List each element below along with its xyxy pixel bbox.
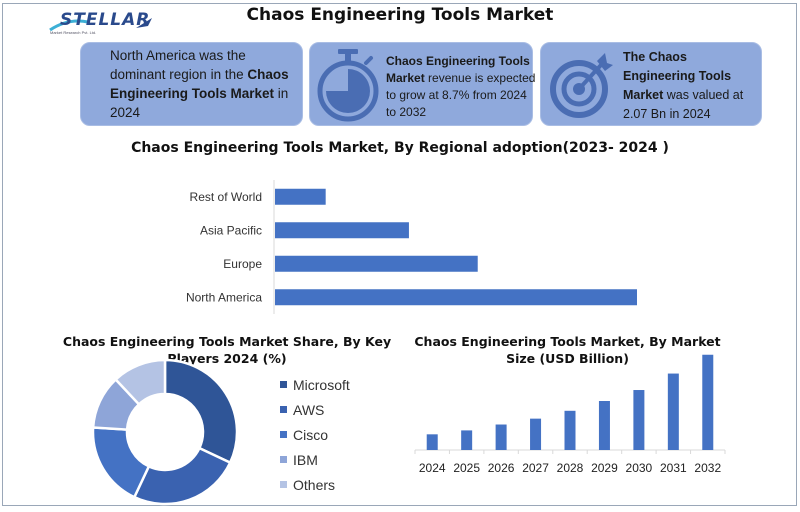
target-icon bbox=[550, 53, 613, 118]
legend-label: Others bbox=[293, 476, 336, 493]
logo-swoosh-icon bbox=[49, 18, 152, 32]
legend-item-cisco: Cisco bbox=[280, 422, 350, 447]
legend-swatch bbox=[280, 431, 287, 438]
legend-label: AWS bbox=[293, 401, 325, 418]
card-text-part: revenue is expected to grow at 8.7% from… bbox=[386, 71, 536, 119]
card-growth-text: Chaos Engineering Tools Market revenue i… bbox=[386, 53, 536, 121]
donut-slice-cisco bbox=[91, 426, 151, 499]
card-text-part: North America was the dominant region in… bbox=[110, 48, 248, 82]
donut-slice-aws bbox=[132, 446, 232, 506]
legend-item-others: Others bbox=[280, 472, 350, 497]
highlight-card-growth: Chaos Engineering Tools Market revenue i… bbox=[309, 42, 536, 126]
legend-swatch bbox=[280, 481, 287, 488]
legend-label: Cisco bbox=[293, 426, 329, 443]
share-donut-chart bbox=[91, 358, 239, 506]
stellar-logo: STELLAR Market Research Pvt. Ltd. bbox=[48, 8, 158, 38]
highlight-card-region: North America was the dominant region in… bbox=[80, 42, 303, 126]
legend-swatch bbox=[280, 456, 287, 463]
card-text-bold: The Chaos Engineering Tools Market bbox=[623, 50, 732, 102]
regional-chart-title: Chaos Engineering Tools Market, By Regio… bbox=[131, 140, 669, 156]
logo-subtext: Market Research Pvt. Ltd. bbox=[50, 30, 97, 35]
legend-label: IBM bbox=[293, 451, 318, 468]
page-title: Chaos Engineering Tools Market bbox=[246, 5, 554, 25]
card-text-bold: Chaos Engineering Tools Market bbox=[110, 67, 289, 101]
size-chart-title: Chaos Engineering Tools Market, By Marke… bbox=[414, 334, 721, 366]
card-text-part: was valued at 2.07 Bn in 2024 bbox=[623, 88, 744, 121]
stopwatch-icon bbox=[317, 49, 379, 122]
legend-label: Microsoft bbox=[293, 376, 350, 393]
legend-item-microsoft: Microsoft bbox=[280, 372, 350, 397]
card-value-text: The Chaos Engineering Tools Market was v… bbox=[623, 48, 758, 124]
card-region-text: North America was the dominant region in… bbox=[110, 46, 302, 122]
card-text-part: in 2024 bbox=[110, 86, 289, 120]
share-legend: Microsoft AWS Cisco IBM Others bbox=[280, 372, 350, 497]
share-chart-title: Chaos Engineering Tools Market Share, By… bbox=[62, 334, 392, 366]
legend-item-ibm: IBM bbox=[280, 447, 350, 472]
legend-swatch bbox=[280, 406, 287, 413]
donut-slice-others bbox=[113, 358, 167, 407]
card-text-bold: Chaos Engineering Tools Market bbox=[386, 54, 530, 85]
highlight-card-value: The Chaos Engineering Tools Market was v… bbox=[540, 42, 762, 126]
legend-item-aws: AWS bbox=[280, 397, 350, 422]
donut-slice-microsoft bbox=[163, 358, 239, 465]
logo-text: STELLAR bbox=[60, 10, 151, 30]
legend-swatch bbox=[280, 381, 287, 388]
